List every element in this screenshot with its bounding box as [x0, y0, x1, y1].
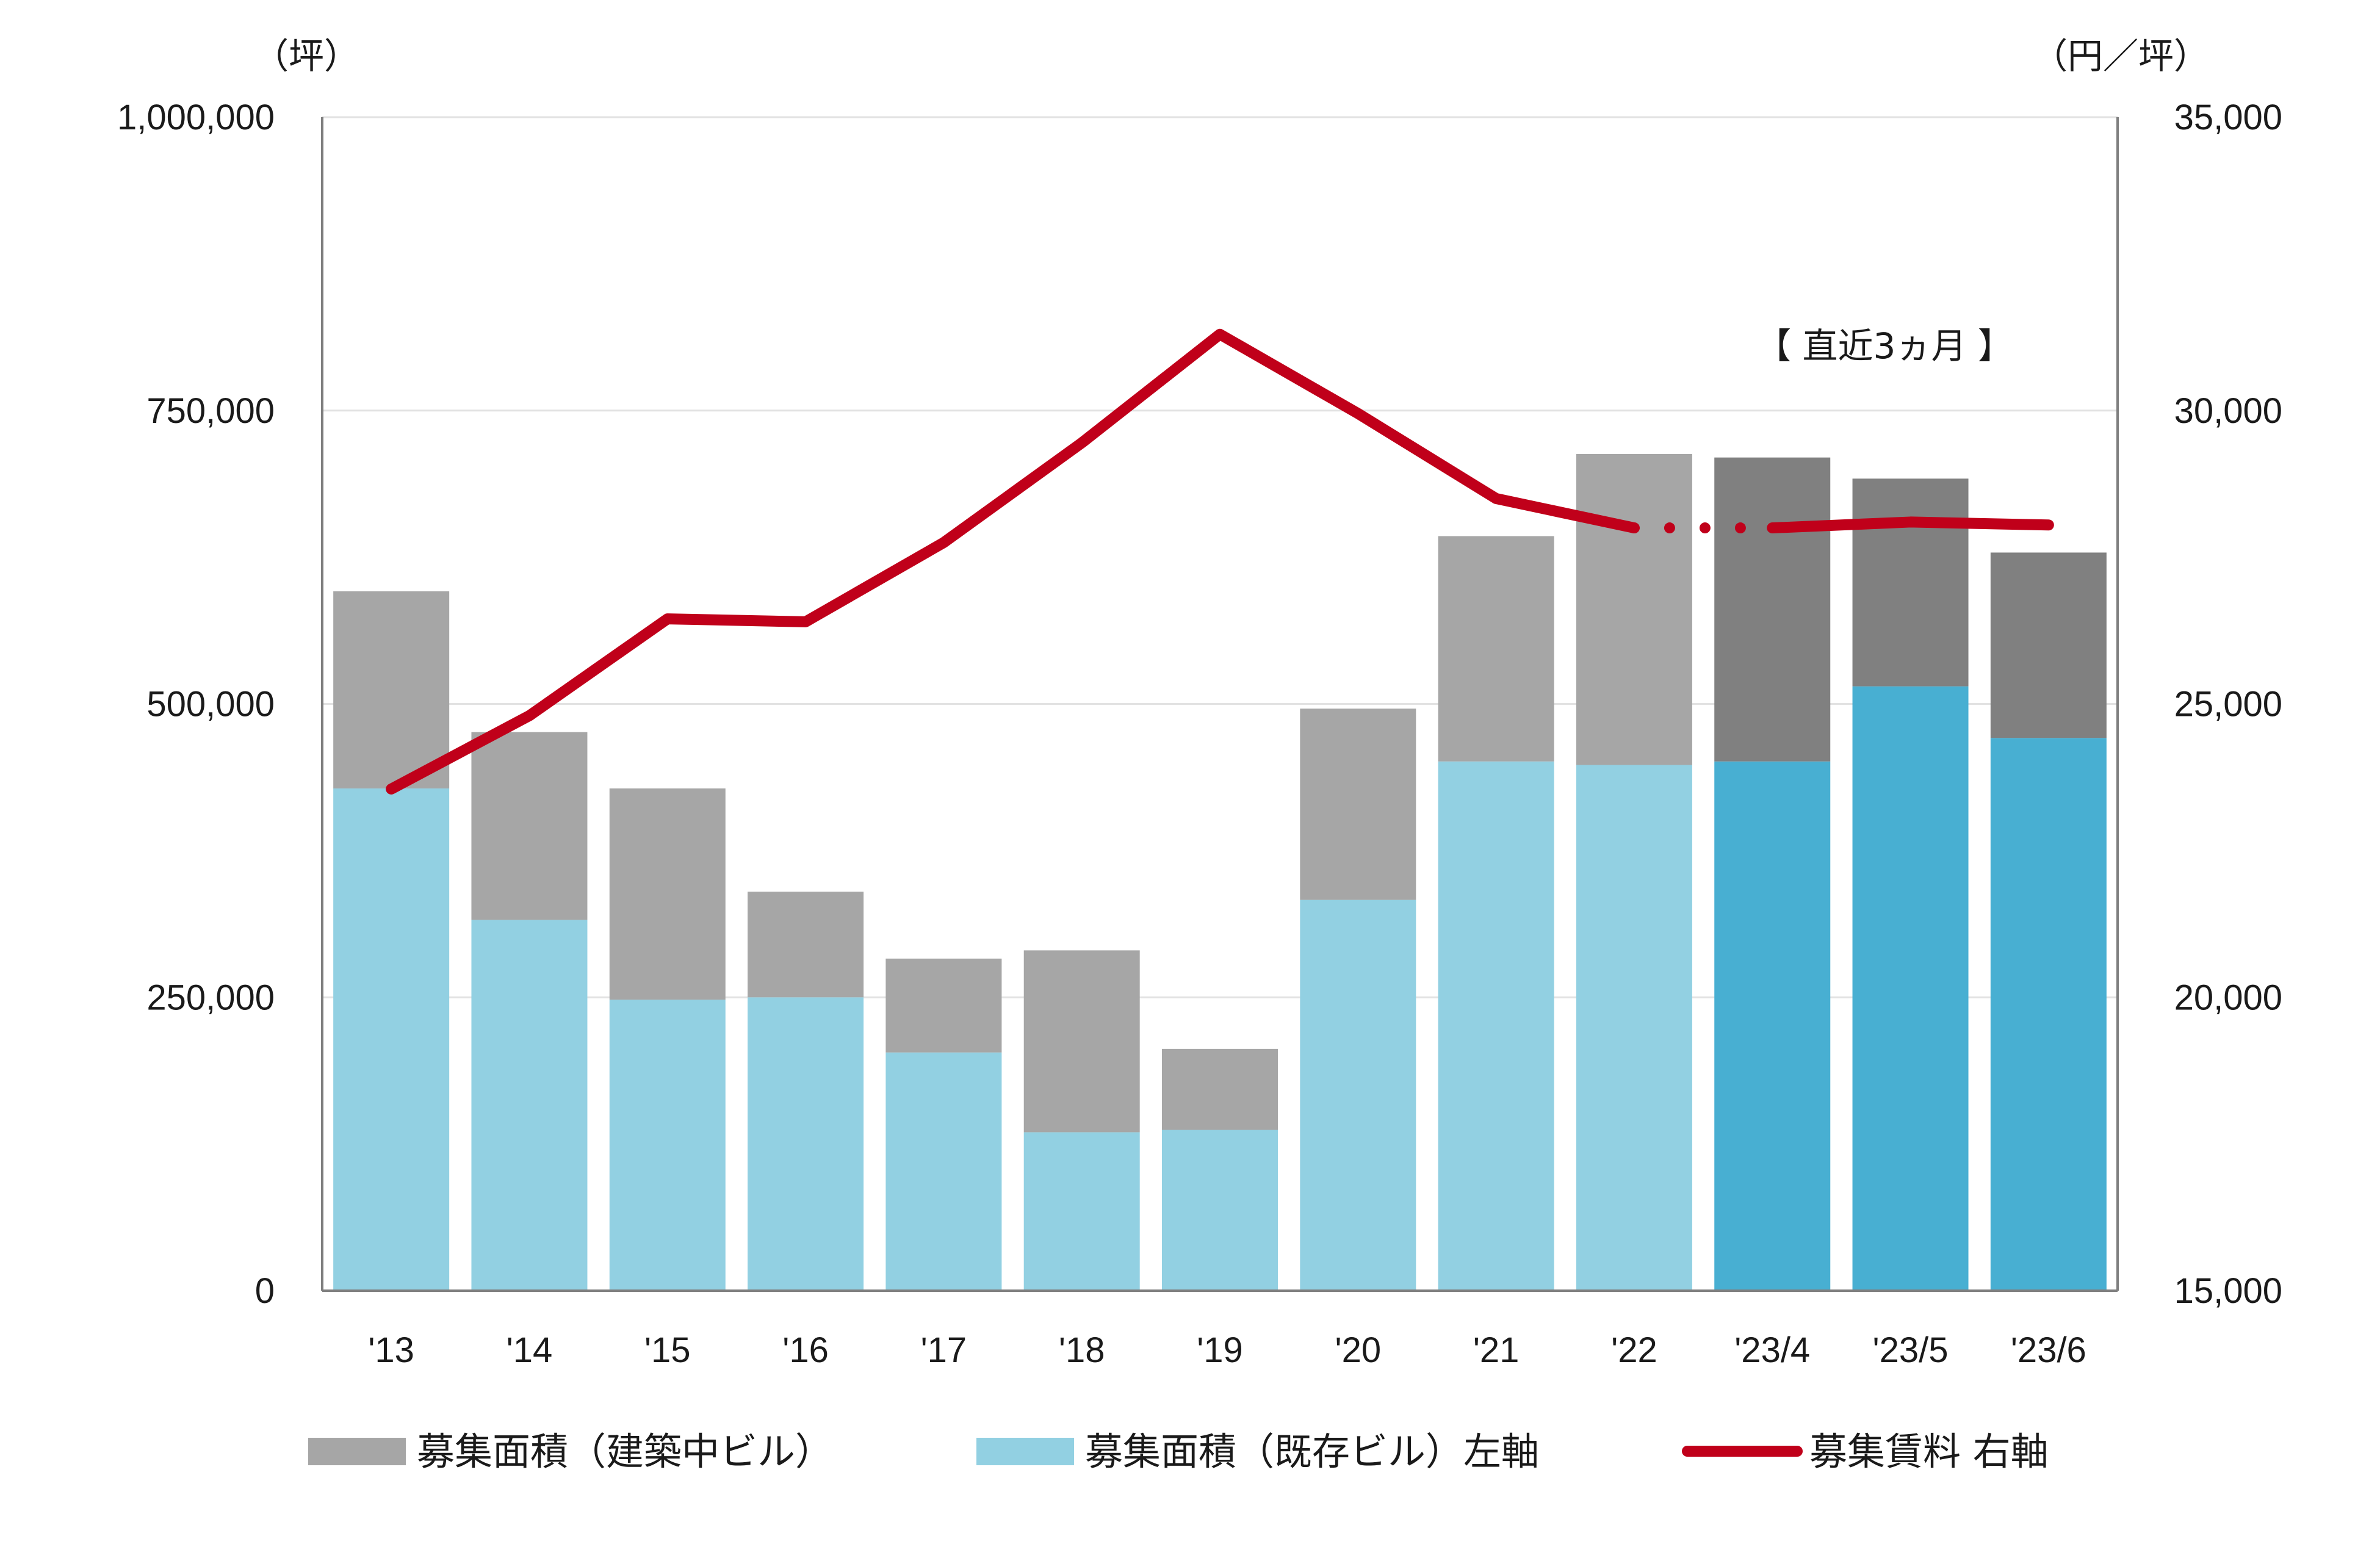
left-tick-label: 750,000 [146, 391, 275, 431]
x-tick-label: '23/4 [1734, 1330, 1810, 1370]
x-tick-label: '13 [368, 1330, 414, 1370]
bar-under-construction [1714, 457, 1831, 762]
x-tick-label: '23/6 [2011, 1330, 2086, 1370]
rent-line-solid-1 [386, 328, 1640, 795]
x-tick-label: '20 [1335, 1330, 1382, 1370]
left-tick-label: 500,000 [146, 685, 275, 724]
legend-label: 募集面積（既存ビル）左軸 [1085, 1429, 1539, 1474]
bar-existing [1438, 761, 1554, 1291]
left-tick-label: 0 [255, 1271, 275, 1311]
right-tick-label: 25,000 [2174, 685, 2282, 724]
bar-under-construction [885, 958, 1002, 1053]
highlight-note: 【 直近3ヵ月 】 [1756, 325, 2013, 367]
legend-swatch [976, 1438, 1074, 1465]
rent-line-solid-2 [1767, 516, 2054, 534]
x-tick-label: '16 [782, 1330, 829, 1370]
bar-under-construction [1990, 552, 2107, 738]
x-tick-label: '14 [507, 1330, 553, 1370]
right-tick-label: 15,000 [2174, 1271, 2282, 1311]
legend-label: 募集賃料 右軸 [1809, 1429, 2049, 1474]
bar-existing [1714, 761, 1831, 1291]
x-tick-label: '23/5 [1873, 1330, 1949, 1370]
bar-under-construction [1162, 1048, 1278, 1130]
bar-existing [471, 920, 588, 1291]
bar-under-construction [1023, 950, 1140, 1133]
right-axis-unit: （円／坪） [2032, 35, 2209, 77]
right-tick-label: 35,000 [2174, 98, 2282, 137]
x-tick-label: '21 [1473, 1330, 1520, 1370]
tick-labels: 0 250,000 500,000 750,000 1,000,000 15,000 20,… [117, 98, 2282, 1370]
bar-existing [1023, 1132, 1140, 1291]
bar-under-construction [1300, 709, 1416, 900]
grid-lines [322, 116, 2118, 998]
bar-under-construction [748, 892, 864, 998]
left-tick-label: 1,000,000 [117, 98, 275, 137]
bar-existing [1852, 686, 1969, 1291]
bar-under-construction [1852, 478, 1969, 687]
bar-under-construction [609, 788, 726, 1000]
x-tick-label: '18 [1059, 1330, 1105, 1370]
x-tick-label: '15 [644, 1330, 691, 1370]
bar-under-construction [471, 732, 588, 920]
bars [333, 453, 2107, 1291]
bar-existing [1300, 900, 1416, 1291]
right-tick-label: 30,000 [2174, 391, 2282, 431]
bar-existing [609, 1000, 726, 1291]
bar-existing [748, 997, 864, 1291]
bar-existing [1576, 765, 1692, 1291]
axes [321, 117, 2119, 1292]
left-axis-unit: （坪） [253, 35, 359, 77]
bar-existing [333, 788, 450, 1291]
bar-under-construction [1576, 453, 1692, 765]
x-tick-label: '22 [1611, 1330, 1657, 1370]
right-tick-label: 20,000 [2174, 978, 2282, 1017]
bar-existing [885, 1052, 1002, 1291]
bar-under-construction [1438, 536, 1554, 762]
x-tick-label: '17 [921, 1330, 967, 1370]
bar-under-construction [333, 591, 450, 788]
rent-line [386, 328, 2054, 795]
bar-existing [1162, 1130, 1278, 1291]
left-tick-label: 250,000 [146, 978, 275, 1017]
x-tick-label: '19 [1197, 1330, 1243, 1370]
legend-swatch [308, 1438, 406, 1465]
bar-existing [1990, 738, 2107, 1291]
legend-label: 募集面積（建築中ビル） [417, 1429, 833, 1474]
legend: 募集面積（建築中ビル） 募集面積（既存ビル）左軸 募集賃料 右軸 [308, 1429, 2049, 1474]
